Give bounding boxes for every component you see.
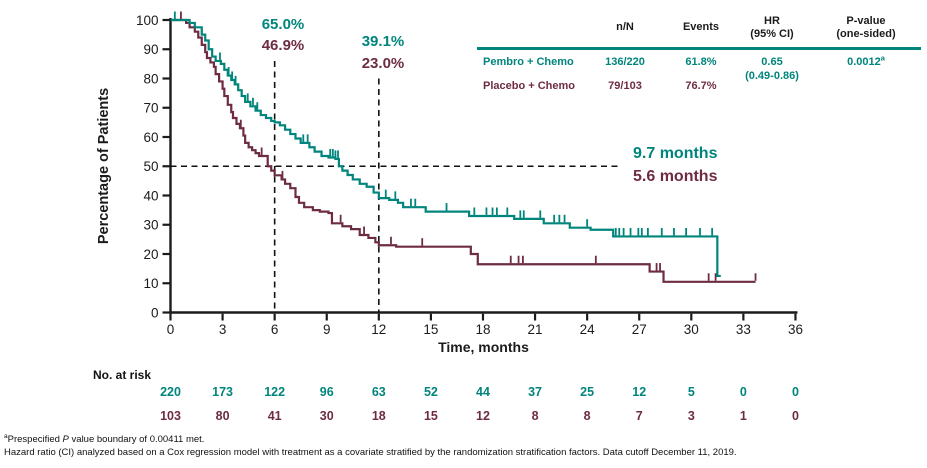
- footnote-2: Hazard ratio (CI) analyzed based on a Co…: [4, 447, 737, 458]
- risk-count: 96: [319, 385, 334, 399]
- risk-count: 0: [791, 385, 799, 399]
- summary-header-hr-line1: HR: [764, 15, 780, 27]
- y-tick-label: 60: [143, 130, 158, 145]
- x-tick-label: 27: [632, 322, 647, 337]
- y-tick-label: 100: [136, 13, 159, 28]
- risk-count: 5: [687, 385, 695, 399]
- risk-row-placebo: 103 80 41 30 18 15 12 8 8 7 3 1 0: [0, 409, 927, 424]
- risk-count: 18: [371, 409, 386, 423]
- x-tick-label: 15: [423, 322, 438, 337]
- y-tick-label: 80: [143, 71, 158, 86]
- risk-count: 220: [160, 385, 181, 399]
- risk-count: 52: [423, 385, 438, 399]
- risk-count: 8: [583, 409, 591, 423]
- y-tick-label: 30: [143, 218, 158, 233]
- y-tick-label: 0: [151, 305, 159, 320]
- landmark-6mo-placebo-label: 46.9%: [261, 37, 305, 54]
- summary-p-value: 0.0012a: [847, 53, 885, 68]
- landmark-6mo-pembro-label: 65.0%: [261, 16, 305, 33]
- risk-count: 30: [319, 409, 334, 423]
- y-tick-label: 90: [143, 42, 158, 57]
- risk-count: 3: [687, 409, 695, 423]
- y-tick-label: 70: [143, 101, 158, 116]
- summary-placebo-events: 76.7%: [685, 80, 717, 92]
- risk-count: 103: [160, 409, 181, 423]
- risk-count: 25: [580, 385, 595, 399]
- risk-count: 41: [267, 409, 282, 423]
- summary-table-divider: [477, 47, 921, 50]
- pembro-censor-ticks: [173, 11, 714, 236]
- risk-count: 0: [791, 409, 799, 423]
- pembro-curve: [170, 18, 721, 278]
- summary-header-n-over-n: n/N: [616, 21, 634, 33]
- summary-placebo-n-over-n: 79/103: [608, 80, 642, 92]
- x-tick-label: 0: [167, 322, 175, 337]
- footnote-1: aPrespecified P value boundary of 0.0041…: [4, 432, 205, 445]
- risk-count: 173: [212, 385, 234, 399]
- x-tick-label: 33: [736, 322, 751, 337]
- risk-count: 8: [531, 409, 539, 423]
- risk-count: 0: [739, 385, 747, 399]
- summary-row-placebo-label: Placebo + Chemo: [483, 80, 576, 92]
- risk-count: 44: [476, 385, 490, 399]
- risk-count: 12: [476, 409, 490, 423]
- landmark-12mo-placebo-label: 23.0%: [361, 55, 405, 72]
- x-tick-label: 18: [475, 322, 490, 337]
- y-tick-label: 40: [143, 188, 158, 203]
- pembro-series: [170, 11, 721, 278]
- summary-header-events: Events: [682, 21, 720, 33]
- risk-count: 37: [528, 385, 542, 399]
- x-tick-label: 30: [684, 322, 699, 337]
- summary-header-pvalue-line1: P-value: [846, 15, 886, 27]
- summary-hr-ci: (0.49-0.86): [745, 70, 799, 82]
- summary-pembro-n-over-n: 136/220: [605, 56, 645, 68]
- summary-row-pembro-label: Pembro + Chemo: [483, 56, 574, 68]
- y-axis-title: Percentage of Patients: [96, 87, 112, 245]
- median-placebo-label: 5.6 months: [633, 168, 718, 185]
- summary-header-hr-line2: (95% CI): [750, 28, 794, 40]
- x-tick-label: 6: [271, 322, 279, 337]
- placebo-series: [170, 11, 757, 283]
- median-pembro-label: 9.7 months: [633, 145, 718, 162]
- summary-header-pvalue: P-value (one-sided): [821, 15, 911, 41]
- x-tick-label: 12: [371, 322, 386, 337]
- summary-header-hr: HR (95% CI): [727, 15, 817, 41]
- x-tick-label: 36: [788, 322, 803, 337]
- placebo-censor-ticks: [180, 11, 757, 281]
- x-tick-label: 21: [528, 322, 543, 337]
- risk-table-label: No. at risk: [93, 368, 152, 382]
- x-tick-label: 3: [219, 322, 227, 337]
- y-tick-label: 20: [143, 247, 158, 262]
- x-tick-label: 24: [580, 322, 596, 337]
- summary-hr-value: 0.65: [761, 56, 783, 68]
- risk-count: 63: [371, 385, 386, 399]
- risk-count: 12: [632, 385, 647, 399]
- risk-count: 7: [635, 409, 643, 423]
- risk-count: 80: [215, 409, 230, 423]
- x-axis-title: Time, months: [438, 339, 529, 355]
- y-tick-label: 50: [143, 159, 158, 174]
- landmark-12mo-pembro-label: 39.1%: [361, 33, 405, 50]
- y-tick-label: 10: [143, 276, 158, 291]
- risk-count: 122: [264, 385, 286, 399]
- reference-lines: [170, 60, 621, 313]
- risk-count: 1: [739, 409, 747, 423]
- summary-pembro-events: 61.8%: [685, 56, 717, 68]
- p-value-footnote-marker: a: [880, 53, 885, 63]
- summary-header-pvalue-line2: (one-sided): [836, 28, 896, 40]
- risk-row-pembro: 220 173 122 96 63 52 44 37 25 12 5 0 0: [0, 385, 927, 400]
- x-tick-label: 9: [323, 322, 331, 337]
- placebo-curve: [170, 18, 756, 283]
- risk-count: 15: [423, 409, 438, 423]
